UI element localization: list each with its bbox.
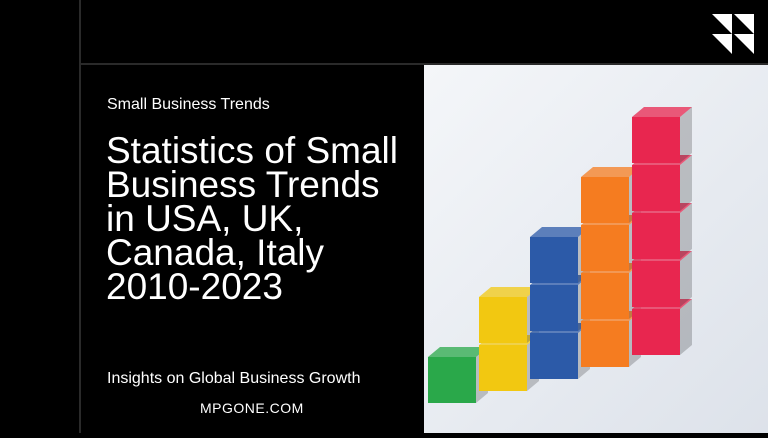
site-url: MPGONE.COM — [200, 400, 304, 416]
cube-bar-illustration — [428, 107, 692, 403]
cube — [632, 251, 692, 307]
hero-image — [424, 65, 768, 433]
triangles-logo-icon — [712, 14, 754, 54]
cube — [632, 107, 692, 163]
cube — [632, 299, 692, 355]
horizontal-divider — [80, 63, 768, 65]
cube — [632, 155, 692, 211]
cube — [632, 203, 692, 259]
vertical-divider — [79, 0, 81, 433]
subtitle: Insights on Global Business Growth — [107, 370, 361, 387]
category-label: Small Business Trends — [107, 96, 270, 113]
page-title: Statistics of Small Business Trends in U… — [106, 130, 398, 307]
